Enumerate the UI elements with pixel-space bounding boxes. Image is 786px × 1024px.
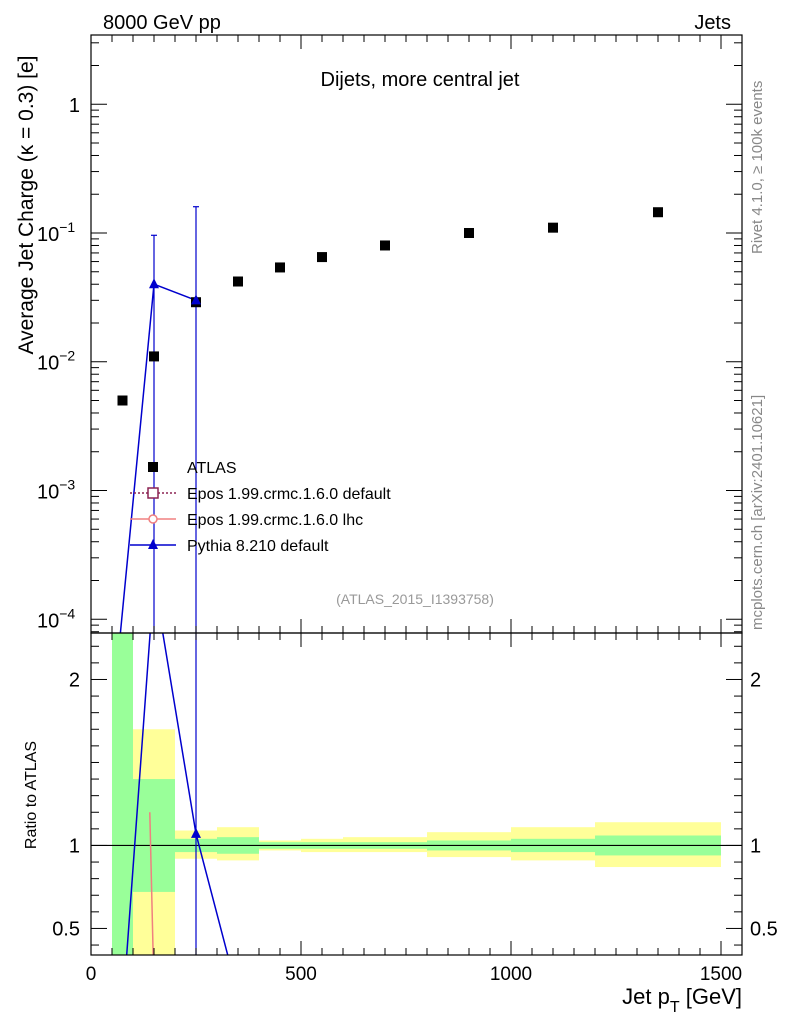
x-tick-label: 500 <box>285 964 317 985</box>
header-left: 8000 GeV pp <box>103 12 221 34</box>
pythia-marker <box>191 294 201 305</box>
ratio-frame <box>90 632 743 956</box>
y-tick-label: 10−1 <box>37 219 75 246</box>
x-tick-label: 1500 <box>700 964 742 985</box>
x-tick-label: 0 <box>86 964 97 985</box>
x-axis-label-unit: [GeV] <box>680 984 742 1009</box>
analysis-id: (ATLAS_2015_I1393758) <box>336 591 494 607</box>
legend-label: Epos 1.99.crmc.1.6.0 default <box>187 486 391 503</box>
chart-title: Dijets, more central jet <box>321 69 520 91</box>
y-tick-label: 10−2 <box>37 348 75 375</box>
pythia-marker <box>149 278 159 289</box>
legend-label: Epos 1.99.crmc.1.6.0 lhc <box>187 512 363 529</box>
y-tick-base: 10 <box>37 610 59 632</box>
x-axis-label-main: Jet p <box>622 984 670 1009</box>
legend: ATLAS Epos 1.99.crmc.1.6.0 default Epos 1.… <box>130 460 391 555</box>
ratio-y-tick-label-left: 2 <box>69 669 80 691</box>
ratio-line <box>149 812 154 955</box>
ratio-stat-band <box>133 779 175 892</box>
ratio-y-tick-label-right: 0.5 <box>750 918 778 940</box>
legend-label: Pythia 8.210 default <box>187 538 329 555</box>
y-tick-base: 10 <box>37 224 59 246</box>
legend-marker-square <box>148 462 158 472</box>
ratio-y-tick-label-left: 0.5 <box>52 918 80 940</box>
header-right: Jets <box>694 12 731 34</box>
data-point <box>317 252 327 263</box>
rivet-label: Rivet 4.1.0, ≥ 100k events <box>749 81 766 254</box>
data-point <box>233 276 243 287</box>
legend-marker-triangle <box>148 539 158 549</box>
ratio-line <box>125 633 229 955</box>
y-axis-label: Average Jet Charge (κ = 0.3) [e] <box>15 55 38 354</box>
ratio-y-tick-label-right: 2 <box>750 669 761 691</box>
pythia-line <box>119 283 197 633</box>
ratio-y-tick-label-left: 1 <box>69 835 80 857</box>
data-point <box>275 262 285 273</box>
legend-marker-open-circle <box>148 514 158 524</box>
data-point <box>380 240 390 251</box>
y-tick-exp: −1 <box>59 219 75 235</box>
ratio-y-axis-label: Ratio to ATLAS <box>23 741 40 849</box>
data-point <box>548 222 558 233</box>
y-tick-exp: −3 <box>59 476 75 492</box>
y-tick-label: 1 <box>69 95 80 117</box>
ratio-stat-band <box>112 633 133 955</box>
data-point <box>464 227 474 238</box>
legend-label: ATLAS <box>187 460 237 477</box>
legend-marker-open-square <box>147 487 159 499</box>
y-tick-base: 10 <box>37 481 59 503</box>
x-axis-label-sub: T <box>670 999 680 1016</box>
y-tick-base: 10 <box>37 353 59 375</box>
x-tick-label: 1000 <box>490 964 532 985</box>
data-point <box>653 207 663 218</box>
x-axis-label: Jet pT [GeV] <box>622 984 742 1016</box>
ratio-y-tick-label-right: 1 <box>750 835 761 857</box>
mcplots-label: mcplots.cern.ch [arXiv:2401.10621] <box>749 395 766 630</box>
y-tick-label: 10−3 <box>37 476 75 503</box>
data-point <box>149 351 159 362</box>
y-tick-exp: −4 <box>59 605 75 621</box>
y-tick-exp: −2 <box>59 348 75 364</box>
data-point <box>117 395 128 406</box>
y-tick-label: 10−4 <box>37 605 75 632</box>
